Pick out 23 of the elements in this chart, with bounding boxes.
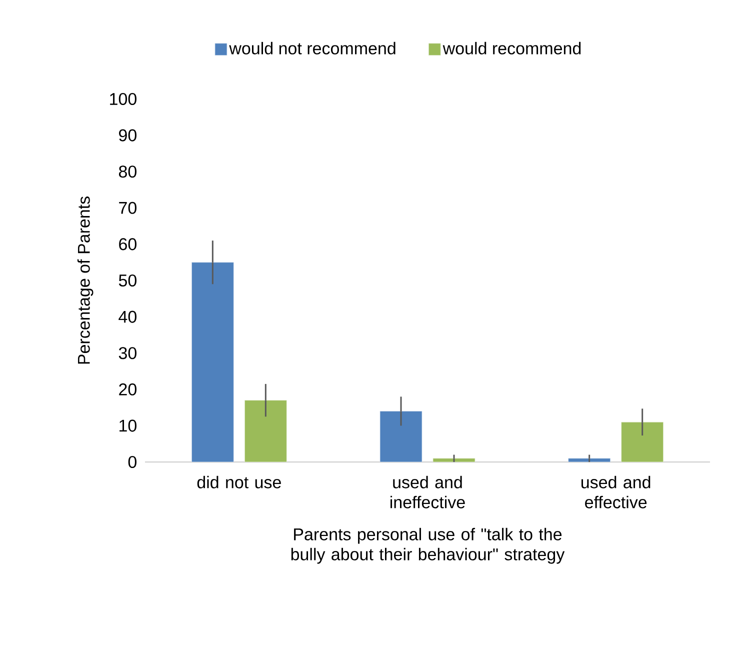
y-tick-label: 60 bbox=[119, 238, 136, 250]
bar bbox=[244, 400, 287, 462]
legend-label: would recommend bbox=[442, 42, 581, 54]
bar bbox=[568, 458, 611, 462]
y-tick-label: 20 bbox=[119, 383, 136, 396]
bar bbox=[380, 410, 422, 462]
y-axis-title: Percentage of Parents bbox=[77, 196, 94, 364]
y-tick-label: 90 bbox=[119, 129, 136, 142]
y-tick-label: 50 bbox=[118, 274, 136, 287]
x-axis-title: Parents personal use of "talk to the bully about their behaviour" strategy bbox=[291, 528, 565, 564]
y-tick-label: 80 bbox=[118, 166, 136, 178]
bar bbox=[191, 262, 234, 462]
y-tick-label: 30 bbox=[118, 347, 136, 360]
y-tick-label: 0 bbox=[128, 456, 136, 468]
y-tick-label: 70 bbox=[119, 202, 136, 214]
y-tick-label: 40 bbox=[118, 310, 136, 323]
legend-label: would not recommend bbox=[229, 42, 396, 54]
x-tick-label: used and ineffective bbox=[390, 476, 465, 508]
y-tick-label: 10 bbox=[120, 420, 136, 432]
y-tick-label: 100 bbox=[110, 92, 136, 106]
bar bbox=[621, 422, 664, 462]
x-tick-label: did not use bbox=[197, 476, 281, 488]
x-tick-label: used and effective bbox=[581, 476, 650, 508]
